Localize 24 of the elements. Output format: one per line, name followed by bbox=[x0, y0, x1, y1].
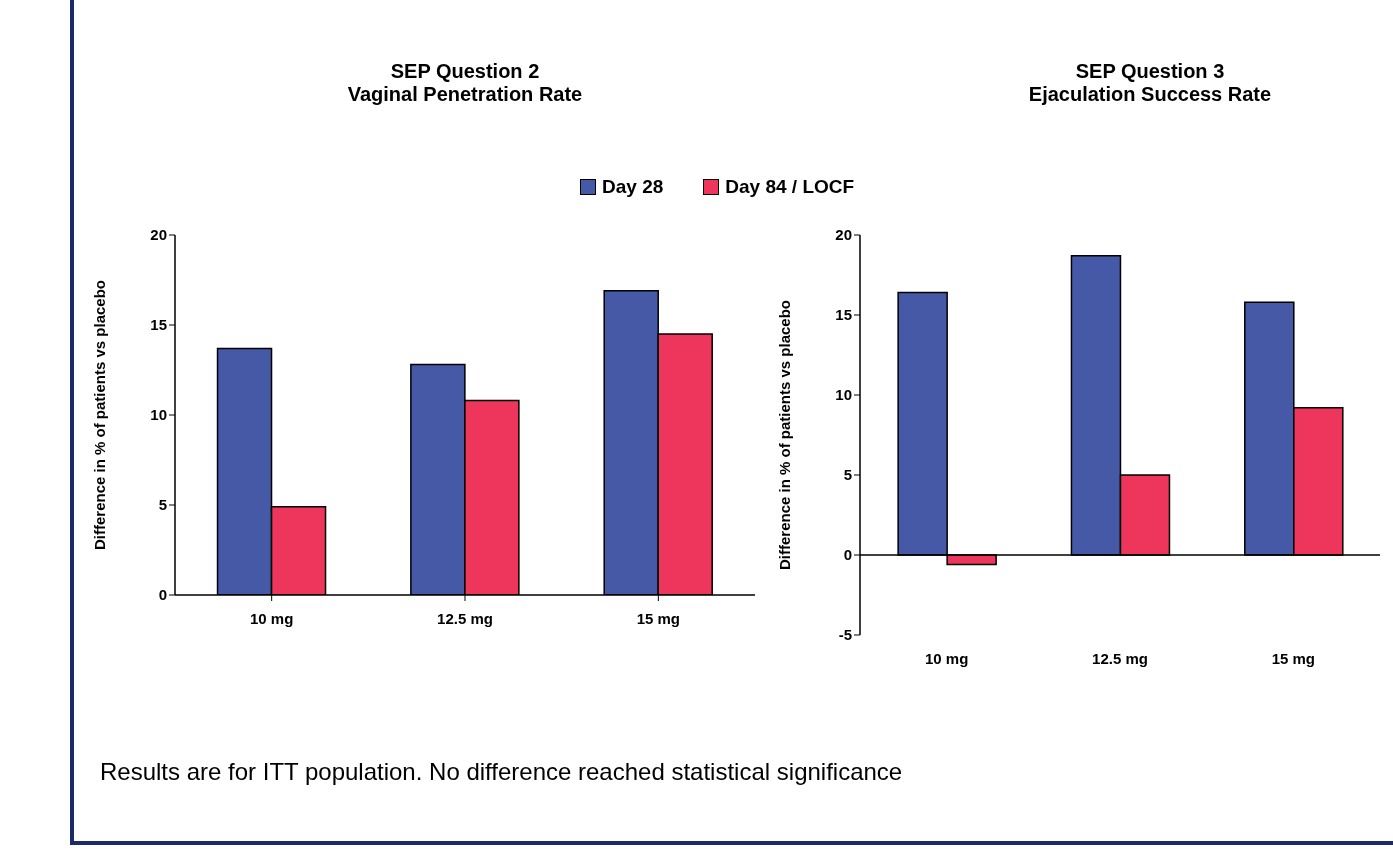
y-tick-label: 5 bbox=[158, 496, 167, 514]
y-tick-label: 0 bbox=[158, 586, 167, 604]
x-tick-label: 12.5 mg bbox=[437, 609, 493, 627]
y-tick-label: 10 bbox=[150, 406, 167, 424]
x-tick-label: 12.5 mg bbox=[1092, 649, 1148, 667]
y-axis-title: Difference in % of patients vs placebo bbox=[91, 279, 109, 551]
chart-title: SEP Question 2 Vaginal Penetration Rate bbox=[346, 60, 584, 107]
y-tick-label: -5 bbox=[838, 626, 852, 644]
x-tick-label: 15 mg bbox=[1271, 649, 1316, 667]
x-tick-label: 10 mg bbox=[249, 609, 294, 627]
x-tick-label: 15 mg bbox=[636, 609, 681, 627]
text: Results are for ITT population. No difference reached statistical significance bbox=[100, 758, 903, 786]
y-tick-label: 20 bbox=[150, 226, 167, 244]
y-tick-label: 5 bbox=[843, 466, 852, 484]
y-axis-title: Difference in % of patients vs placebo bbox=[776, 299, 794, 571]
y-tick-label: 20 bbox=[835, 226, 852, 244]
legend-label: Day 28 bbox=[602, 176, 664, 198]
y-tick-label: 10 bbox=[835, 386, 852, 404]
chart-title: SEP Question 3 Ejaculation Success Rate bbox=[1027, 60, 1273, 107]
y-tick-label: 15 bbox=[150, 316, 167, 334]
y-tick-label: 0 bbox=[843, 546, 852, 564]
y-tick-label: 15 bbox=[835, 306, 852, 324]
legend-label: Day 84 / LOCF bbox=[725, 176, 855, 198]
x-tick-label: 10 mg bbox=[924, 649, 969, 667]
